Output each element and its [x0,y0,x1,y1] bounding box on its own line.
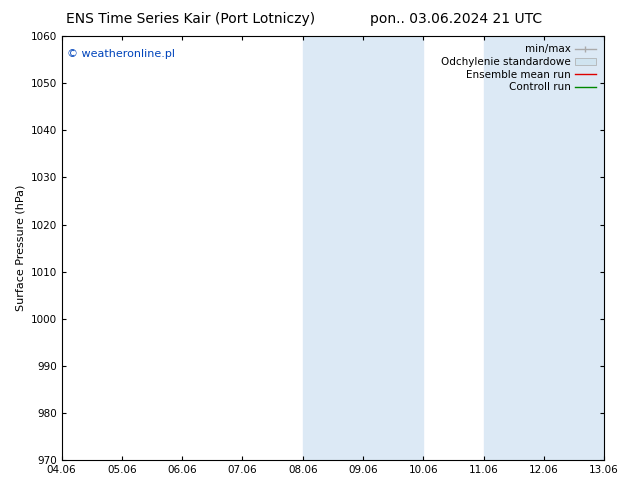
Bar [484,36,544,460]
Bar [544,36,604,460]
Legend: min/max, Odchylenie standardowe, Ensemble mean run, Controll run: min/max, Odchylenie standardowe, Ensembl… [438,41,599,96]
Text: pon.. 03.06.2024 21 UTC: pon.. 03.06.2024 21 UTC [370,12,543,26]
Y-axis label: Surface Pressure (hPa): Surface Pressure (hPa) [15,185,25,311]
Text: ENS Time Series Kair (Port Lotniczy): ENS Time Series Kair (Port Lotniczy) [66,12,314,26]
Bar [303,36,363,460]
Bar [363,36,424,460]
Text: © weatheronline.pl: © weatheronline.pl [67,49,175,59]
